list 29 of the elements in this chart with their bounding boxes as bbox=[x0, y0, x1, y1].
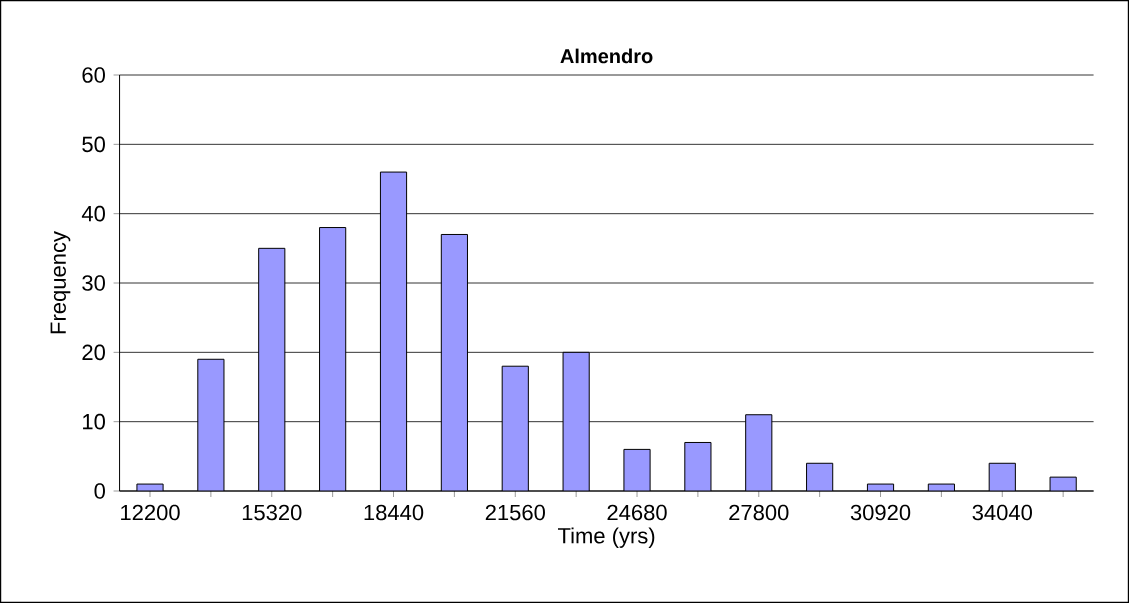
bar bbox=[684, 441, 712, 491]
y-tick-label: 10 bbox=[83, 413, 105, 430]
y-tick-label: 30 bbox=[82, 275, 105, 291]
bar bbox=[745, 414, 773, 491]
bar bbox=[197, 358, 225, 491]
x-tick-label: 34040 bbox=[972, 504, 1032, 521]
x-tick-label: 12200 bbox=[121, 504, 180, 521]
x-tick-label: 24680 bbox=[607, 504, 667, 521]
bar bbox=[806, 462, 834, 491]
bar bbox=[988, 462, 1016, 491]
x-tick-label: 27800 bbox=[729, 504, 789, 521]
y-tick-label: 20 bbox=[82, 344, 105, 361]
x-tick-label: 30920 bbox=[850, 504, 911, 521]
y-tick-label: 40 bbox=[81, 205, 105, 222]
x-axis-title: Time (yrs) bbox=[558, 527, 655, 548]
bar bbox=[501, 365, 529, 491]
bar bbox=[562, 351, 590, 491]
y-tick-label: 0 bbox=[94, 483, 105, 499]
chart-title: Almendro bbox=[560, 48, 653, 64]
x-tick-label: 21560 bbox=[485, 504, 545, 521]
x-tick-label: 18440 bbox=[364, 504, 424, 521]
bar bbox=[258, 247, 286, 491]
bar bbox=[379, 171, 408, 491]
x-tick-label: 15320 bbox=[242, 504, 302, 521]
bar bbox=[319, 227, 347, 491]
y-tick-label: 50 bbox=[82, 136, 105, 153]
y-tick-label: 60 bbox=[82, 67, 105, 83]
bar bbox=[440, 233, 468, 491]
y-axis-title: Frequency bbox=[50, 231, 71, 334]
